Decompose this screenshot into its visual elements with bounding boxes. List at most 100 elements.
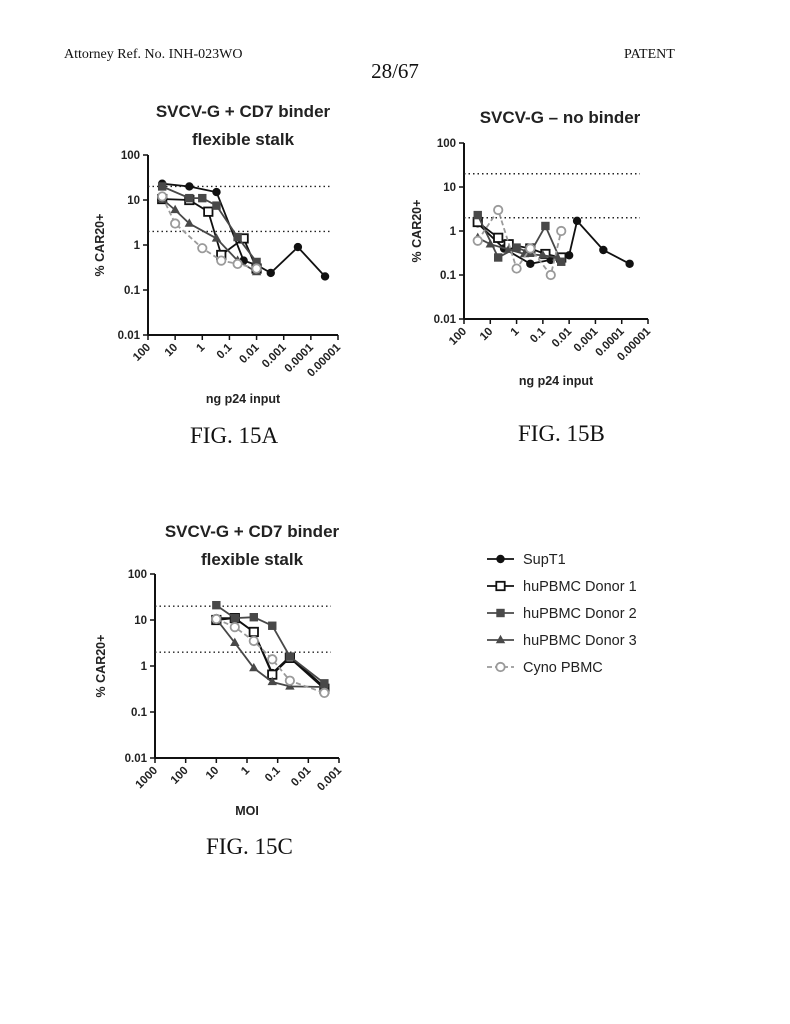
data-point-hupbmc-donor-3: [170, 204, 180, 214]
data-point-cyno-pbmc: [229, 622, 240, 633]
data-point-hupbmc-donor-2: [233, 232, 242, 242]
legend-marker-supt1: [496, 554, 505, 564]
data-point-hupbmc-donor-2: [557, 257, 566, 266]
data-point-supt1: [266, 268, 275, 278]
page-number: 28/67: [371, 59, 419, 83]
caption-fig15c: FIG. 15C: [206, 834, 293, 859]
y-tick-label: 10: [134, 615, 147, 627]
data-point-supt1: [564, 251, 574, 260]
data-point-cyno-pbmc: [216, 255, 227, 266]
data-point-hupbmc-donor-3: [249, 662, 259, 672]
patent-label: PATENT: [624, 47, 675, 62]
data-point-hupbmc-donor-2: [285, 652, 295, 661]
chart-title-line: SVCV-G + CD7 binder: [156, 102, 331, 121]
data-point-hupbmc-donor-2: [198, 193, 207, 203]
data-point-cyno-pbmc: [170, 218, 181, 229]
data-point-cyno-pbmc: [319, 687, 330, 699]
y-tick-label: 0.01: [434, 314, 457, 326]
chart-title-line: SVCV-G + CD7 binder: [165, 522, 340, 541]
data-point-hupbmc-donor-2: [157, 182, 167, 191]
chart-title-line: SVCV-G – no binder: [480, 108, 641, 127]
data-point-hupbmc-donor-3: [485, 239, 495, 248]
data-point-cyno-pbmc: [157, 191, 168, 202]
data-point-hupbmc-donor-2: [212, 600, 221, 610]
y-tick-label: 0.1: [124, 285, 141, 297]
y-axis-label: % CAR20+: [93, 214, 107, 277]
data-point-supt1: [526, 259, 535, 268]
attorney-reference: Attorney Ref. No. INH-023WO: [64, 47, 243, 62]
y-tick-label: 10: [443, 182, 456, 194]
y-axis-label: % CAR20+: [94, 635, 108, 698]
data-point-cyno-pbmc: [248, 635, 259, 647]
data-point-cyno-pbmc: [197, 243, 208, 254]
legend-marker-hupbmc-donor-3: [495, 634, 506, 644]
data-point-cyno-pbmc: [525, 243, 536, 254]
legend-label-supt1: SupT1: [523, 552, 566, 568]
data-point-cyno-pbmc: [284, 675, 295, 686]
data-point-hupbmc-donor-3: [319, 681, 330, 691]
chart-title-line: flexible stalk: [201, 550, 304, 569]
data-point-hupbmc-donor-3: [184, 218, 195, 227]
data-point-hupbmc-donor-3: [230, 637, 240, 646]
y-tick-label: 1: [450, 226, 457, 238]
data-point-supt1: [572, 216, 582, 226]
data-point-hupbmc-donor-3: [211, 233, 222, 242]
y-tick-label: 0.1: [440, 270, 457, 282]
data-point-cyno-pbmc: [251, 263, 262, 274]
legend-label-hupbmc-donor-1: huPBMC Donor 1: [523, 579, 637, 595]
data-point-hupbmc-donor-1: [493, 232, 504, 243]
data-point-cyno-pbmc: [556, 225, 567, 237]
series-line-supt1: [162, 182, 326, 278]
chart-title-line: flexible stalk: [192, 130, 295, 149]
data-point-hupbmc-donor-3: [267, 676, 277, 686]
x-axis-label: MOI: [235, 804, 259, 818]
data-point-hupbmc-donor-2: [230, 613, 239, 623]
data-point-cyno-pbmc: [493, 204, 504, 216]
data-point-hupbmc-donor-3: [503, 244, 514, 253]
series-line-hupbmc-donor-2: [476, 214, 563, 263]
legend-marker-hupbmc-donor-1: [495, 580, 506, 592]
legend-label-cyno-pbmc: Cyno PBMC: [523, 660, 603, 676]
data-point-supt1: [212, 187, 221, 197]
y-tick-label: 1: [141, 661, 148, 673]
data-point-supt1: [599, 245, 608, 255]
legend-marker-hupbmc-donor-2: [496, 608, 505, 618]
legend-marker-cyno-pbmc: [495, 661, 506, 673]
y-tick-label: 0.01: [118, 330, 141, 342]
data-point-cyno-pbmc: [232, 258, 243, 270]
y-tick-label: 0.1: [131, 707, 148, 719]
y-tick-label: 1: [134, 240, 141, 252]
series-line-cyno-pbmc: [476, 207, 563, 278]
data-point-hupbmc-donor-3: [551, 252, 562, 261]
data-point-hupbmc-donor-2: [512, 243, 521, 252]
data-point-hupbmc-donor-2: [268, 621, 277, 630]
data-point-cyno-pbmc: [267, 654, 278, 665]
y-tick-label: 0.01: [125, 753, 148, 765]
data-point-supt1: [320, 272, 330, 281]
data-point-hupbmc-donor-2: [185, 193, 194, 203]
data-point-hupbmc-donor-3: [538, 250, 548, 259]
y-axis-label: % CAR20+: [410, 200, 424, 263]
y-tick-label: 100: [128, 569, 147, 581]
data-point-hupbmc-donor-2: [473, 210, 482, 220]
data-point-cyno-pbmc: [211, 613, 222, 625]
caption-fig15b: FIG. 15B: [518, 421, 605, 446]
data-point-supt1: [625, 259, 634, 268]
data-point-hupbmc-donor-2: [252, 257, 261, 267]
y-tick-label: 100: [437, 138, 456, 150]
x-axis-label: ng p24 input: [206, 392, 281, 406]
data-point-supt1: [185, 182, 194, 191]
data-point-hupbmc-donor-2: [493, 253, 503, 262]
data-point-cyno-pbmc: [511, 263, 522, 274]
data-point-cyno-pbmc: [545, 269, 556, 281]
caption-fig15a: FIG. 15A: [190, 423, 279, 448]
x-axis-label: ng p24 input: [519, 374, 594, 388]
data-point-hupbmc-donor-2: [212, 201, 221, 210]
series-line-hupbmc-donor-3: [215, 618, 325, 688]
data-point-cyno-pbmc: [472, 235, 483, 246]
legend-label-hupbmc-donor-3: huPBMC Donor 3: [523, 633, 637, 649]
